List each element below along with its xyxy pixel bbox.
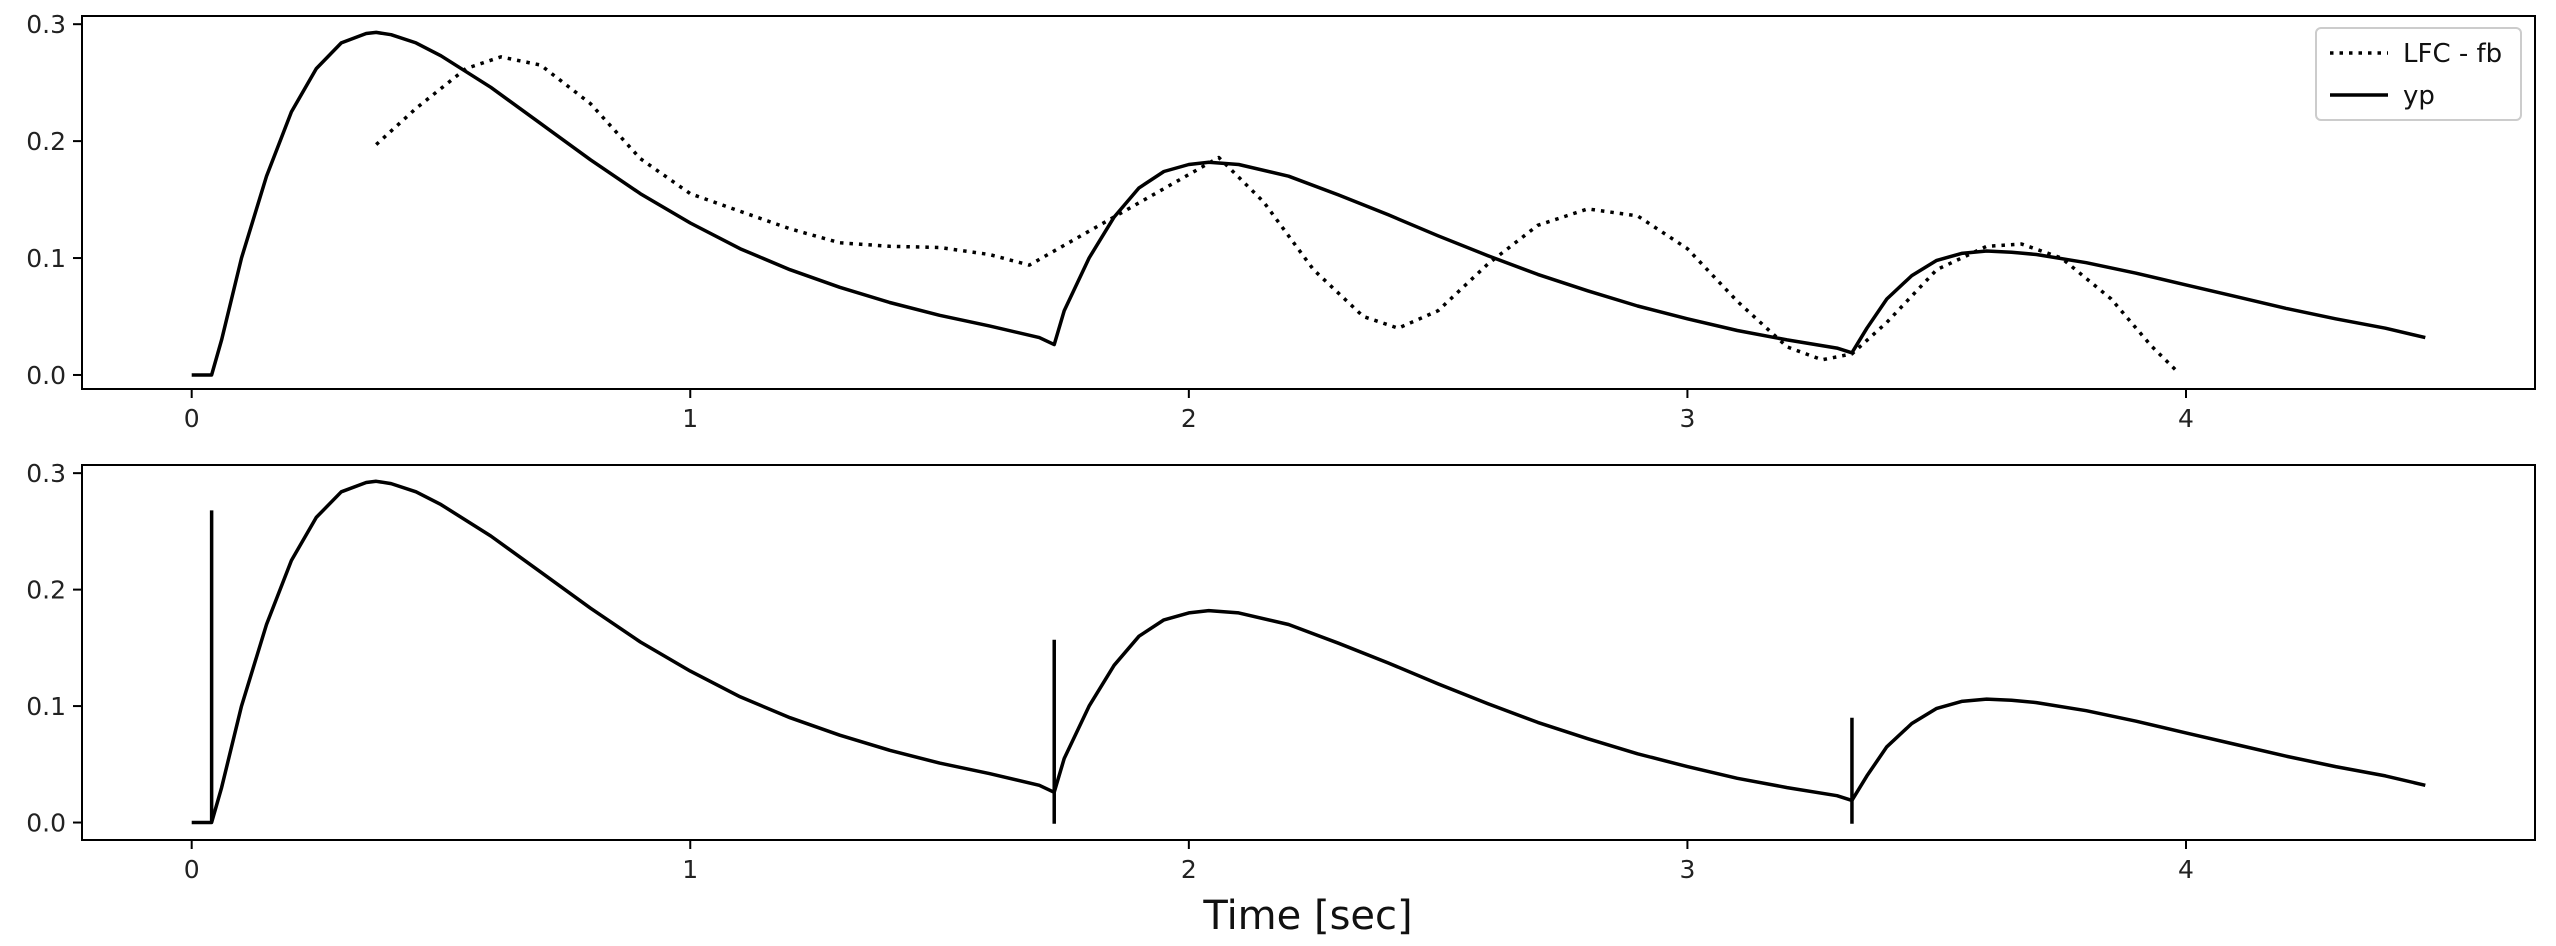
- legend-label-yp: yp: [2403, 81, 2435, 111]
- bottom-xtick-label: 0: [184, 855, 200, 884]
- legend-frame: [2315, 27, 2522, 121]
- bottom-axes: 0 1 2 3 4 0.0 0.1 0.2 0.3: [26, 459, 2536, 884]
- top-ytick-label: 0.0: [26, 361, 66, 390]
- top-ytick-label: 0.1: [26, 244, 66, 273]
- bottom-xtick-label: 1: [682, 855, 698, 884]
- top-axes-frame: [81, 15, 2536, 390]
- top-xtick-label: 2: [1181, 404, 1197, 433]
- bottom-xtick-label: 2: [1181, 855, 1197, 884]
- bottom-xtick-label: 4: [2178, 855, 2194, 884]
- top-xtick-label: 4: [2178, 404, 2194, 433]
- top-ytick-label: 0.3: [26, 10, 66, 39]
- top-axes: 0 1 2 3 4 0.0 0.1 0.2 0.3 LFC - fb yp: [26, 10, 2536, 433]
- top-axes-ticks: 0 1 2 3 4 0.0 0.1 0.2 0.3: [26, 10, 2194, 433]
- bottom-xtick-label: 3: [1679, 855, 1695, 884]
- top-xtick-label: 0: [184, 404, 200, 433]
- bottom-ytick-label: 0.3: [26, 459, 66, 488]
- top-series-yp: [191, 30, 2426, 377]
- top-xtick-label: 3: [1679, 404, 1695, 433]
- top-plot-lines: [191, 30, 2426, 377]
- bottom-axes-frame: [81, 464, 2536, 841]
- top-ytick-label: 0.2: [26, 127, 66, 156]
- bottom-plot-lines: [191, 479, 2426, 825]
- bottom-series-yp: [191, 479, 2426, 825]
- legend: LFC - fb yp: [2315, 27, 2522, 121]
- legend-label-lfc-fb: LFC - fb: [2403, 39, 2502, 69]
- bottom-ytick-label: 0.0: [26, 809, 66, 838]
- bottom-ytick-label: 0.1: [26, 692, 66, 721]
- top-series-lfc-fb: [375, 55, 2178, 372]
- bottom-axes-ticks: 0 1 2 3 4 0.0 0.1 0.2 0.3: [26, 459, 2194, 884]
- top-xtick-label: 1: [682, 404, 698, 433]
- x-axis-label: Time [sec]: [1202, 893, 1412, 939]
- bottom-ytick-label: 0.2: [26, 576, 66, 605]
